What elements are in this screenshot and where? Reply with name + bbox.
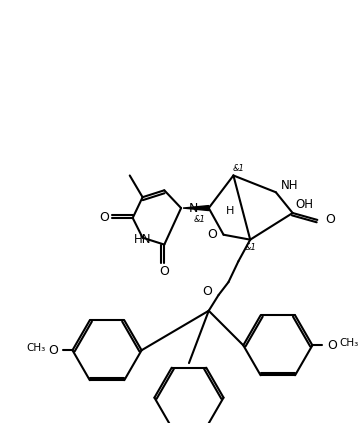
Text: O: O	[327, 339, 337, 352]
Text: O: O	[99, 211, 109, 225]
Polygon shape	[183, 206, 209, 210]
Text: &1: &1	[232, 164, 244, 173]
Text: O: O	[207, 228, 217, 241]
Text: O: O	[48, 344, 58, 357]
Text: O: O	[202, 285, 212, 299]
Text: NH: NH	[281, 179, 298, 192]
Text: N: N	[189, 201, 198, 215]
Text: &1: &1	[244, 243, 256, 252]
Text: CH₃: CH₃	[339, 338, 358, 348]
Text: HN: HN	[134, 233, 151, 246]
Text: O: O	[159, 265, 169, 278]
Text: OH: OH	[296, 198, 314, 210]
Text: O: O	[325, 213, 335, 226]
Text: CH₃: CH₃	[26, 343, 45, 353]
Text: &1: &1	[194, 216, 206, 225]
Text: H: H	[226, 205, 234, 216]
